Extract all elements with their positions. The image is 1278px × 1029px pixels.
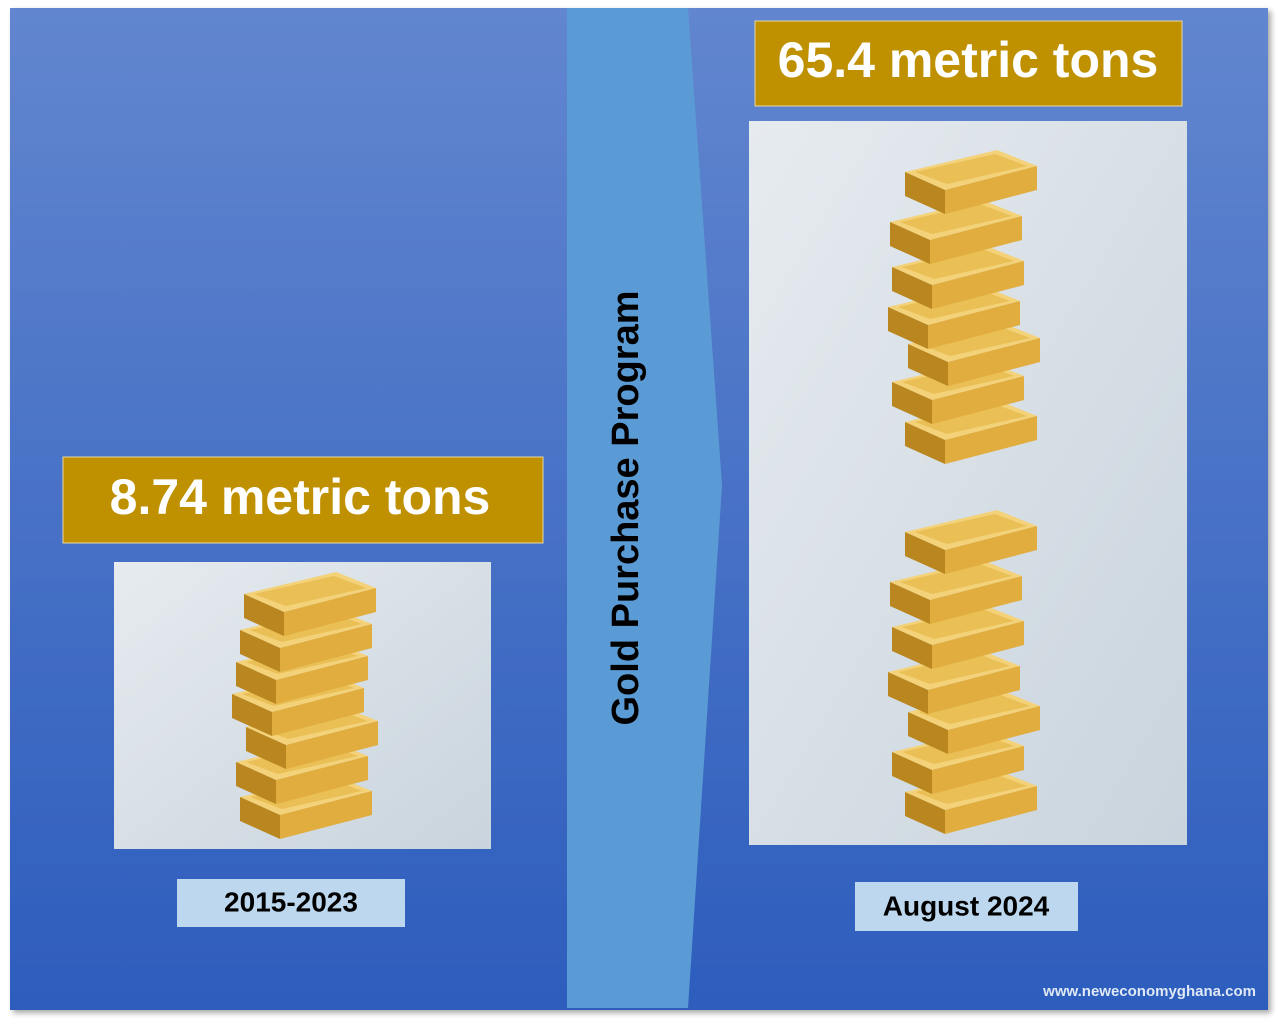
period-box <box>177 879 405 927</box>
source-footer: www.neweconomyghana.com <box>1042 983 1256 1000</box>
period-label: 2015-2023 <box>224 886 358 917</box>
center-band <box>567 8 722 1008</box>
period-label: August 2024 <box>883 890 1050 921</box>
period-box <box>855 882 1078 931</box>
amount-box <box>754 20 1183 107</box>
amount-label: 65.4 metric tons <box>778 32 1159 88</box>
amount-label: 8.74 metric tons <box>110 469 491 525</box>
amount-box <box>62 456 544 544</box>
program-title: Gold Purchase Program <box>605 290 647 725</box>
gold-stack <box>232 572 378 839</box>
